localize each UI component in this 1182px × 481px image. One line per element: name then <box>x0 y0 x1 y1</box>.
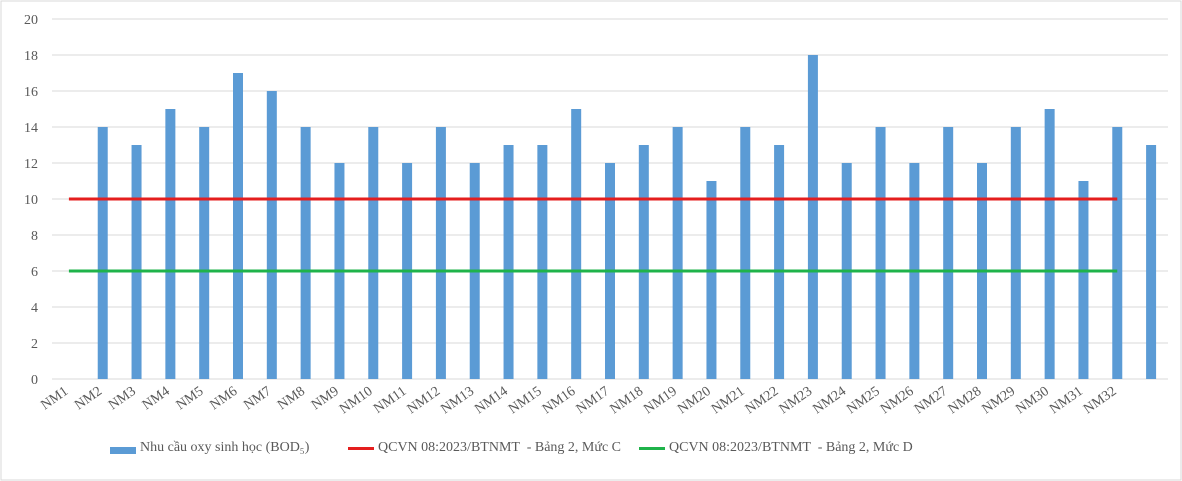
x-tick-label: NM6 <box>207 384 240 413</box>
legend: Nhu cầu oxy sinh học (BOD₅) QCVN 08:2023/… <box>110 440 913 456</box>
bar <box>638 145 649 379</box>
bar <box>672 127 683 379</box>
legend-item: QCVN 08:2023/BTNMT - Bảng 2, Mức C <box>348 440 621 456</box>
x-tick-label: NM29 <box>980 384 1019 417</box>
y-tick-label: 8 <box>31 229 38 244</box>
legend-swatch <box>639 447 665 450</box>
bar <box>503 145 514 379</box>
y-tick-label: 2 <box>31 337 38 352</box>
legend-label: Nhu cầu oxy sinh học (BOD₅) <box>140 440 310 455</box>
bar <box>199 127 210 379</box>
bar <box>1078 181 1089 379</box>
y-tick-label: 18 <box>24 49 38 64</box>
x-tick-label: NM22 <box>743 384 782 417</box>
x-tick-label: NM26 <box>878 384 917 417</box>
bar <box>774 145 785 379</box>
x-tick-label: NM3 <box>106 384 139 413</box>
legend-item: Nhu cầu oxy sinh học (BOD₅) <box>110 440 330 456</box>
x-tick-label: NM28 <box>946 384 985 417</box>
x-tick-label: NM9 <box>309 384 342 413</box>
bar <box>131 145 142 379</box>
bar <box>165 109 176 379</box>
x-tick-label: NM15 <box>506 384 545 417</box>
y-tick-label: 16 <box>24 85 38 100</box>
legend-swatch <box>348 447 374 450</box>
x-tick-label: NM32 <box>1081 384 1120 417</box>
bar <box>97 127 108 379</box>
x-tick-label: NM7 <box>241 384 274 413</box>
x-tick-label: NM20 <box>675 384 714 417</box>
bar <box>300 127 311 379</box>
bar <box>1044 109 1055 379</box>
x-tick-label: NM5 <box>174 384 207 413</box>
legend-item: QCVN 08:2023/BTNMT - Bảng 2, Mức D <box>639 440 913 456</box>
y-tick-label: 4 <box>31 301 38 316</box>
bar <box>740 127 751 379</box>
x-tick-label: NM16 <box>540 384 579 417</box>
x-tick-label: NM18 <box>608 384 647 417</box>
x-tick-label: NM14 <box>472 384 511 417</box>
x-tick-label: NM27 <box>912 384 951 417</box>
legend-label: QCVN 08:2023/BTNMT - Bảng 2, Mức C <box>378 440 621 455</box>
y-tick-label: 12 <box>24 157 38 172</box>
y-tick-label: 6 <box>31 265 38 280</box>
x-tick-label: NM31 <box>1047 384 1086 417</box>
bar <box>1146 145 1157 379</box>
x-tick-label: NM1 <box>38 384 71 413</box>
bar <box>1010 127 1021 379</box>
x-tick-label: NM4 <box>140 384 173 413</box>
x-tick-label: NM12 <box>405 384 444 417</box>
bar <box>571 109 582 379</box>
x-tick-label: NM21 <box>709 384 748 417</box>
bar <box>807 55 818 379</box>
x-tick-label: NM25 <box>844 384 883 417</box>
x-tick-label: NM2 <box>72 384 105 413</box>
legend-swatch <box>110 447 136 454</box>
bar <box>1112 127 1123 379</box>
bar <box>537 145 548 379</box>
bar <box>368 127 379 379</box>
x-tick-label: NM17 <box>574 384 613 417</box>
bar <box>266 91 277 379</box>
y-tick-label: 14 <box>24 121 38 136</box>
x-tick-label: NM10 <box>337 384 376 417</box>
x-tick-label: NM23 <box>777 384 816 417</box>
x-tick-label: NM13 <box>438 384 477 417</box>
y-tick-label: 20 <box>24 13 38 28</box>
x-tick-label: NM11 <box>371 384 409 417</box>
bar <box>233 73 243 379</box>
bar <box>875 127 886 379</box>
x-tick-label: NM24 <box>810 384 849 417</box>
y-tick-label: 10 <box>24 193 38 208</box>
y-tick-label: 0 <box>31 373 38 388</box>
bar <box>435 127 446 379</box>
legend-label: QCVN 08:2023/BTNMT - Bảng 2, Mức D <box>669 440 913 455</box>
bar <box>706 181 717 379</box>
x-tick-label: NM30 <box>1013 384 1052 417</box>
bar <box>943 127 954 379</box>
x-tick-label: NM8 <box>275 384 308 413</box>
x-tick-label: NM19 <box>641 384 680 417</box>
